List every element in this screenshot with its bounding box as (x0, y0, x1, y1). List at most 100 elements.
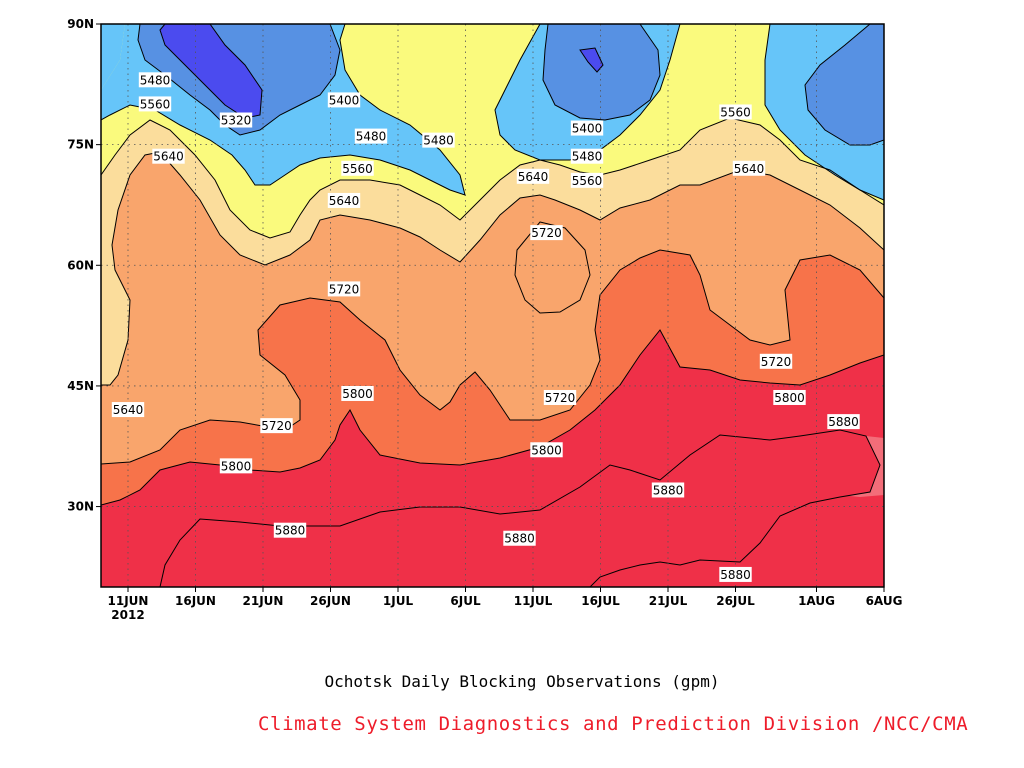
contour-label: 5560 (342, 162, 373, 176)
contour-line-5400-mid (542, 24, 661, 121)
contour-labels: 5480 5560 5640 5320 5400 5480 5480 5560 5640 5720… (111, 72, 860, 582)
contour-line-5880 (159, 429, 881, 587)
contour-label: 5720 (329, 282, 360, 296)
x-tick-label: 26JUN (310, 594, 351, 608)
y-tick-label: 30N (67, 500, 94, 514)
contour-fills (101, 24, 884, 587)
contour-line-5480-mid (494, 24, 681, 161)
contour-label-box (327, 281, 361, 297)
x-tick-label: 21JUN (243, 594, 284, 608)
contour-label-box (354, 128, 388, 144)
y-tick-label: 75N (67, 138, 94, 152)
contour-label: 5720 (261, 419, 292, 433)
contour-label-box (138, 72, 172, 88)
x-tick-label: 1JUL (383, 594, 414, 608)
contour-label: 5640 (113, 403, 144, 417)
contour-label-box (651, 482, 685, 498)
contour-label: 5400 (329, 93, 360, 107)
x-tick-label: 26JUL (716, 594, 755, 608)
x-tick-label: 11JUL (514, 594, 553, 608)
contour-label-box (759, 353, 793, 369)
contour-label: 5800 (221, 459, 252, 473)
contour-label-box (138, 96, 172, 112)
contour-line-5720-island (514, 221, 591, 314)
contour-label: 5800 (531, 443, 562, 457)
contour-label: 5560 (720, 105, 751, 119)
contour-label-box (570, 120, 604, 136)
contour-label: 5880 (275, 524, 306, 538)
contour-line-5480 (101, 24, 466, 196)
contour-label-box (260, 418, 293, 434)
contour-label-box (341, 160, 374, 176)
y-axis-ticks: 30N 45N 60N 75N 90N (67, 17, 101, 514)
contour-label: 5320 (221, 114, 252, 128)
y-tick-label: 90N (67, 17, 94, 31)
contour-line-5480-right (764, 24, 884, 201)
x-tick-label: 11JUN (108, 594, 149, 608)
contour-label: 5560 (140, 97, 171, 111)
contour-label: 5720 (761, 355, 792, 369)
fill-above-5880-corner (101, 565, 135, 587)
contour-label: 5640 (153, 150, 184, 164)
contour-line-5320 (159, 24, 263, 119)
contour-label: 5480 (572, 150, 603, 164)
fill-below-5320 (160, 24, 262, 118)
contour-label-box (827, 414, 860, 430)
contour-label: 5640 (329, 194, 360, 208)
contour-label: 5800 (342, 387, 373, 401)
x-axis-title: Ochotsk Daily Blocking Observations (gpm… (324, 672, 720, 691)
contour-label-box (219, 112, 253, 128)
contour-label: 5640 (518, 170, 549, 184)
contour-label-box (516, 168, 550, 184)
contour-label: 5720 (531, 226, 562, 240)
contour-label-box (273, 522, 307, 538)
contour-label-box (773, 389, 806, 405)
contour-label-box (327, 192, 361, 208)
fill-5320-5400-right (805, 24, 884, 145)
credit-line: Climate System Diagnostics and Predictio… (258, 713, 969, 735)
contour-label-box (719, 566, 752, 582)
contour-label: 5480 (140, 73, 171, 87)
contour-label-box (530, 225, 563, 241)
x-tick-label: 6AUG (866, 594, 903, 608)
contour-label-box (543, 389, 577, 405)
contour-label-box (341, 385, 374, 401)
contour-label-box (503, 530, 536, 546)
contour-line-5560 (101, 117, 884, 239)
contour-line-5400 (137, 24, 341, 136)
contour-line-5720 (101, 249, 884, 465)
y-tick-label: 60N (67, 258, 94, 272)
contour-label-box (570, 148, 604, 164)
contour-label-box (111, 402, 145, 418)
contour-label-box (219, 458, 253, 474)
contour-label: 5800 (774, 391, 805, 405)
x-tick-label: 16JUL (581, 594, 620, 608)
fill-below-5320-small (580, 48, 603, 72)
x-tick-label: 6JUL (450, 594, 481, 608)
contour-label-box (152, 148, 185, 164)
y-tick-label: 45N (67, 379, 94, 393)
contour-label-box (732, 160, 766, 176)
contour-label-box (719, 104, 752, 120)
plot-frame (100, 23, 885, 588)
contour-label-box (422, 132, 455, 148)
contour-label: 5880 (653, 483, 684, 497)
contour-label: 5880 (828, 415, 859, 429)
contour-label-box (570, 172, 604, 188)
contour-line-5320-mid (579, 47, 604, 73)
contour-line-5400-right (804, 24, 884, 146)
fill-above-5880-bottom (160, 430, 880, 587)
x-tick-label: 16JUN (175, 594, 216, 608)
fill-5320-5400-mid (543, 24, 660, 120)
x-axis-ticks: 11JUN 16JUN 21JUN 26JUN 1JUL 6JUL 11JUL 16JUL 21… (108, 587, 903, 622)
contour-label: 5880 (720, 568, 751, 582)
fill-5400-5480 (101, 24, 125, 90)
contour-label-box (530, 442, 563, 458)
contour-label: 5640 (734, 162, 765, 176)
contour-label: 5480 (356, 130, 387, 144)
contour-label: 5560 (572, 174, 603, 188)
x-tick-label: 21JUL (649, 594, 688, 608)
contour-label: 5480 (423, 134, 454, 148)
contour-label: 5400 (572, 122, 603, 136)
